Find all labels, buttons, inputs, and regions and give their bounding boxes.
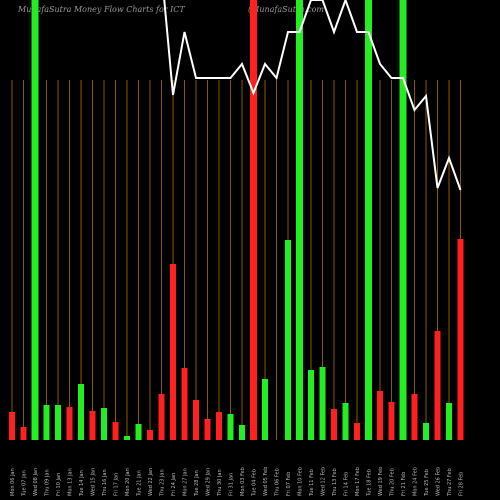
bar — [354, 423, 360, 440]
x-tick-label: Thu 09 Jan — [45, 469, 51, 497]
x-tick-label: Mon 24 Feb — [413, 467, 419, 496]
x-tick-label: Thu 27 Feb — [447, 468, 453, 497]
bar — [170, 264, 176, 440]
x-tick-label: Thu 16 Jan — [102, 469, 108, 497]
x-tick-label: Tue 25 Feb — [424, 469, 430, 497]
x-tick-label: Tue 04 Feb — [252, 469, 258, 497]
x-tick-label: Thu 20 Feb — [390, 468, 396, 497]
bar — [423, 423, 429, 440]
bar — [124, 436, 130, 440]
bar — [262, 379, 268, 440]
bar — [377, 391, 383, 440]
x-tick-label: Tue 07 Jan — [22, 470, 28, 497]
bar — [101, 408, 107, 440]
bar — [319, 367, 326, 440]
x-tick-label: Fri 07 Feb — [286, 472, 292, 496]
x-tick-label: Tue 14 Jan — [79, 470, 85, 497]
bar — [20, 427, 27, 440]
bar — [388, 402, 395, 440]
bar — [43, 405, 50, 440]
x-tick-label: Tue 11 Feb — [309, 469, 315, 497]
x-tick-label: Wed 12 Feb — [321, 467, 327, 496]
bar — [308, 370, 314, 440]
x-tick-label: Thu 23 Jan — [160, 469, 166, 497]
highlight-bar — [31, 0, 39, 440]
bar — [9, 412, 15, 440]
bar — [446, 403, 452, 440]
x-tick-label: Thu 30 Jan — [217, 469, 223, 497]
bar — [32, 405, 38, 440]
highlight-bar — [296, 0, 303, 440]
x-tick-label: Tue 28 Jan — [194, 470, 200, 497]
bar — [216, 412, 222, 440]
bar — [193, 400, 199, 440]
bar — [342, 403, 349, 440]
bar — [411, 394, 418, 440]
x-tick-label: Wed 15 Jan — [91, 468, 97, 496]
x-tick-label: Wed 22 Jan — [148, 468, 154, 496]
bar — [227, 414, 234, 440]
x-tick-label: Tue 18 Feb — [367, 469, 373, 497]
x-tick-label: Fri 10 Jan — [56, 473, 62, 496]
x-tick-label: Thu 13 Feb — [332, 468, 338, 497]
x-tick-label: Tue 21 Jan — [137, 470, 143, 497]
bar — [55, 405, 61, 440]
x-tick-label: Fri 21 Feb — [401, 472, 407, 496]
x-tick-label: Fri 17 Jan — [114, 473, 120, 496]
x-tick-label: Mon 20 Jan — [125, 468, 131, 496]
money-flow-line — [163, 0, 462, 191]
x-tick-label: Mon 27 Jan — [183, 468, 189, 496]
x-tick-label: Mon 17 Feb — [355, 467, 361, 496]
bar — [181, 368, 188, 440]
highlight-bar — [250, 0, 257, 440]
x-tick-label: Mon 10 Feb — [298, 467, 304, 496]
highlight-bar — [399, 0, 407, 440]
x-tick-label: Wed 26 Feb — [436, 467, 442, 496]
x-tick-label: Wed 19 Feb — [378, 467, 384, 496]
chart-title: MunafaSutra Money Flow Charts for ICT — [17, 5, 185, 14]
x-tick-label: Wed 05 Feb — [263, 467, 269, 496]
bar — [89, 411, 96, 440]
bar — [78, 384, 84, 440]
bar — [457, 239, 464, 440]
bar — [434, 331, 441, 440]
bar — [204, 419, 211, 440]
bar — [135, 424, 142, 440]
x-tick-label: Thu 06 Feb — [275, 468, 281, 497]
x-tick-label: Fri 31 Jan — [229, 473, 235, 496]
x-tick-label: Mon 06 Jan — [10, 468, 16, 496]
bar — [331, 409, 337, 440]
highlight-bar — [365, 0, 372, 440]
x-tick-label: Wed 29 Jan — [206, 468, 212, 496]
x-tick-label: Fri 24 Jan — [171, 473, 177, 496]
x-tick-label: Wed 08 Jan — [33, 468, 39, 496]
bar — [112, 422, 119, 440]
bar — [239, 425, 245, 440]
x-tick-label: Mon 13 Jan — [68, 468, 74, 496]
bar — [158, 394, 165, 440]
x-tick-label: Fri 14 Feb — [344, 472, 350, 496]
bar — [285, 240, 291, 440]
x-tick-label: Mon 03 Feb — [240, 467, 246, 496]
x-tick-label: Fri 28 Feb — [459, 472, 465, 496]
chart-subtitle: (MunafaSutra.com — [248, 5, 324, 14]
bar — [66, 407, 73, 440]
bar — [147, 430, 153, 440]
